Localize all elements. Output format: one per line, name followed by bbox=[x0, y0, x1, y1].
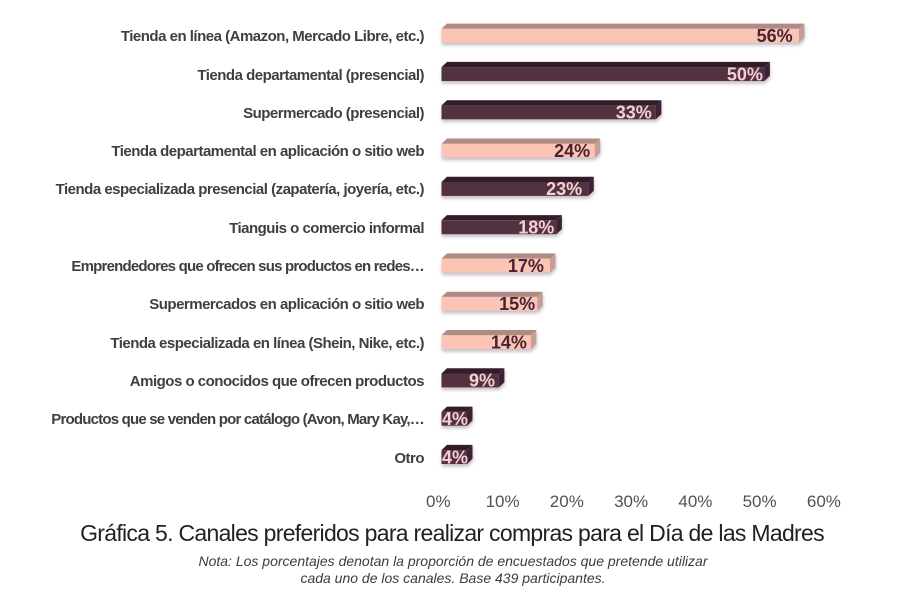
svg-text:56%: 56% bbox=[757, 26, 793, 46]
svg-text:14%: 14% bbox=[491, 332, 527, 352]
svg-text:9%: 9% bbox=[469, 371, 495, 391]
svg-text:23%: 23% bbox=[546, 179, 582, 199]
svg-text:50%: 50% bbox=[727, 64, 763, 84]
svg-text:4%: 4% bbox=[442, 409, 468, 429]
svg-text:18%: 18% bbox=[518, 218, 554, 238]
svg-text:33%: 33% bbox=[616, 103, 652, 123]
svg-text:15%: 15% bbox=[499, 294, 535, 314]
svg-text:17%: 17% bbox=[508, 256, 544, 276]
svg-text:4%: 4% bbox=[442, 447, 468, 467]
svg-text:24%: 24% bbox=[554, 141, 590, 161]
